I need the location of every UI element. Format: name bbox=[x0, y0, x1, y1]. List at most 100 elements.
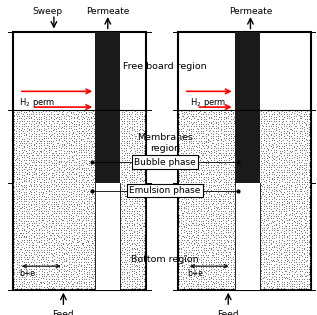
Point bbox=[287, 109, 292, 114]
Point bbox=[86, 126, 91, 131]
Point bbox=[22, 194, 27, 199]
Point bbox=[11, 278, 16, 283]
Point bbox=[221, 118, 226, 123]
Point bbox=[76, 173, 81, 178]
Point bbox=[126, 130, 132, 135]
Point bbox=[300, 201, 305, 206]
Point bbox=[132, 201, 137, 206]
Point bbox=[19, 184, 24, 189]
Point bbox=[264, 113, 269, 118]
Point bbox=[24, 214, 29, 219]
Point bbox=[196, 215, 201, 220]
Point bbox=[59, 252, 64, 257]
Point bbox=[305, 181, 310, 186]
Point bbox=[83, 264, 88, 269]
Point bbox=[63, 196, 68, 201]
Point bbox=[119, 196, 124, 201]
Point bbox=[178, 180, 184, 185]
Point bbox=[290, 266, 295, 271]
Point bbox=[80, 240, 85, 245]
Point bbox=[64, 122, 69, 127]
Point bbox=[276, 156, 281, 161]
Point bbox=[46, 220, 51, 225]
Point bbox=[274, 284, 279, 289]
Point bbox=[184, 180, 189, 185]
Point bbox=[266, 261, 271, 266]
Point bbox=[261, 173, 266, 178]
Point bbox=[307, 186, 313, 191]
Point bbox=[139, 279, 144, 284]
Point bbox=[119, 114, 124, 119]
Point bbox=[56, 274, 61, 279]
Point bbox=[141, 255, 146, 260]
Point bbox=[81, 138, 86, 143]
Point bbox=[267, 197, 272, 202]
Point bbox=[198, 206, 204, 211]
Point bbox=[11, 155, 16, 160]
Point bbox=[29, 184, 34, 189]
Point bbox=[14, 228, 19, 233]
Point bbox=[11, 117, 16, 122]
Point bbox=[216, 151, 221, 156]
Point bbox=[185, 237, 191, 242]
Point bbox=[302, 232, 307, 238]
Point bbox=[46, 197, 51, 202]
Point bbox=[289, 204, 294, 209]
Point bbox=[291, 168, 296, 173]
Point bbox=[143, 281, 148, 286]
Point bbox=[230, 171, 236, 176]
Point bbox=[194, 240, 199, 245]
Point bbox=[74, 277, 79, 282]
Point bbox=[269, 118, 274, 123]
Point bbox=[132, 235, 137, 240]
Point bbox=[176, 218, 181, 223]
Point bbox=[284, 130, 289, 135]
Point bbox=[47, 265, 52, 270]
Point bbox=[213, 218, 218, 223]
Point bbox=[46, 218, 51, 223]
Point bbox=[269, 192, 275, 197]
Point bbox=[119, 117, 124, 122]
Point bbox=[137, 213, 142, 218]
Point bbox=[69, 181, 74, 186]
Point bbox=[199, 219, 204, 224]
Point bbox=[62, 184, 67, 189]
Point bbox=[176, 256, 181, 261]
Point bbox=[302, 237, 307, 242]
Point bbox=[297, 235, 302, 240]
Point bbox=[304, 184, 309, 189]
Point bbox=[36, 186, 41, 191]
Point bbox=[300, 235, 305, 240]
Point bbox=[294, 256, 299, 261]
Point bbox=[225, 179, 230, 184]
Point bbox=[74, 119, 79, 124]
Point bbox=[263, 168, 268, 173]
Point bbox=[208, 257, 213, 262]
Point bbox=[27, 279, 32, 284]
Point bbox=[226, 152, 231, 157]
Text: Membranes
region: Membranes region bbox=[137, 133, 193, 153]
Point bbox=[208, 168, 213, 173]
Point bbox=[291, 274, 296, 279]
Point bbox=[38, 109, 43, 114]
Point bbox=[292, 108, 297, 113]
Point bbox=[297, 211, 302, 216]
Point bbox=[304, 213, 309, 218]
Point bbox=[178, 126, 183, 131]
Point bbox=[276, 286, 281, 291]
Point bbox=[189, 213, 194, 218]
Point bbox=[177, 199, 182, 204]
Point bbox=[47, 121, 52, 126]
Point bbox=[210, 216, 216, 221]
Point bbox=[266, 153, 271, 158]
Point bbox=[274, 240, 279, 245]
Point bbox=[122, 255, 127, 260]
Point bbox=[291, 284, 296, 289]
Point bbox=[261, 235, 266, 240]
Point bbox=[24, 266, 29, 271]
Point bbox=[142, 196, 147, 201]
Point bbox=[34, 267, 39, 272]
Point bbox=[264, 206, 269, 211]
Text: Feed: Feed bbox=[53, 310, 74, 315]
Point bbox=[71, 162, 76, 167]
